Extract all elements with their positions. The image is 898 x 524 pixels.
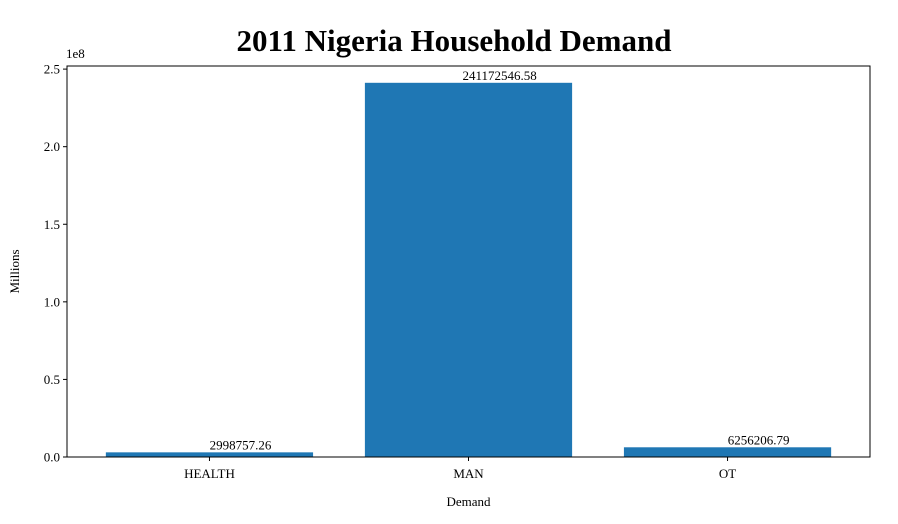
x-axis: HEALTH MAN OT: [184, 457, 736, 481]
plot-frame: [66, 65, 871, 458]
bar-ot: [623, 447, 832, 457]
data-label-ot: 6256206.79: [728, 432, 790, 447]
y-tick-label: 2.5: [44, 62, 60, 77]
data-label-man: 241172546.58: [462, 68, 536, 83]
bar-health: [105, 452, 314, 457]
y-tick-label: 0.0: [44, 450, 60, 465]
y-axis-label: Millions: [7, 249, 22, 293]
y-axis: 0.0 0.5 1.0 1.5 2.0 2.5: [44, 62, 67, 465]
x-axis-label: Demand: [446, 494, 491, 509]
y-tick-label: 2.0: [44, 139, 60, 154]
y-axis-offset-label: 1e8: [66, 46, 85, 61]
x-tick-label: MAN: [453, 466, 484, 481]
data-label-health: 2998757.26: [210, 437, 272, 452]
data-labels-layer: 2998757.26 241172546.58 6256206.79: [210, 68, 790, 453]
y-tick-label: 1.5: [44, 217, 60, 232]
y-tick-label: 0.5: [44, 372, 60, 387]
chart-title: 2011 Nigeria Household Demand: [237, 23, 672, 58]
x-tick-label: OT: [719, 466, 736, 481]
bar-man: [364, 82, 573, 457]
bars-layer: [105, 82, 832, 457]
y-tick-label: 1.0: [44, 294, 60, 309]
x-tick-label: HEALTH: [184, 466, 235, 481]
